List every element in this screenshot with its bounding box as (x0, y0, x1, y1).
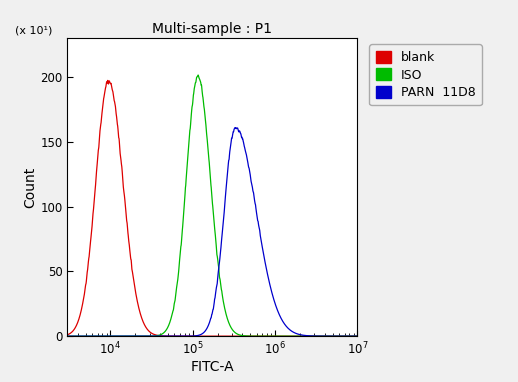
Text: (x 10¹): (x 10¹) (15, 25, 52, 35)
Title: Multi-sample : P1: Multi-sample : P1 (152, 22, 272, 36)
Legend: blank, ISO, PARN  11D8: blank, ISO, PARN 11D8 (369, 44, 482, 105)
Y-axis label: Count: Count (23, 167, 37, 208)
X-axis label: FITC-A: FITC-A (191, 360, 234, 374)
